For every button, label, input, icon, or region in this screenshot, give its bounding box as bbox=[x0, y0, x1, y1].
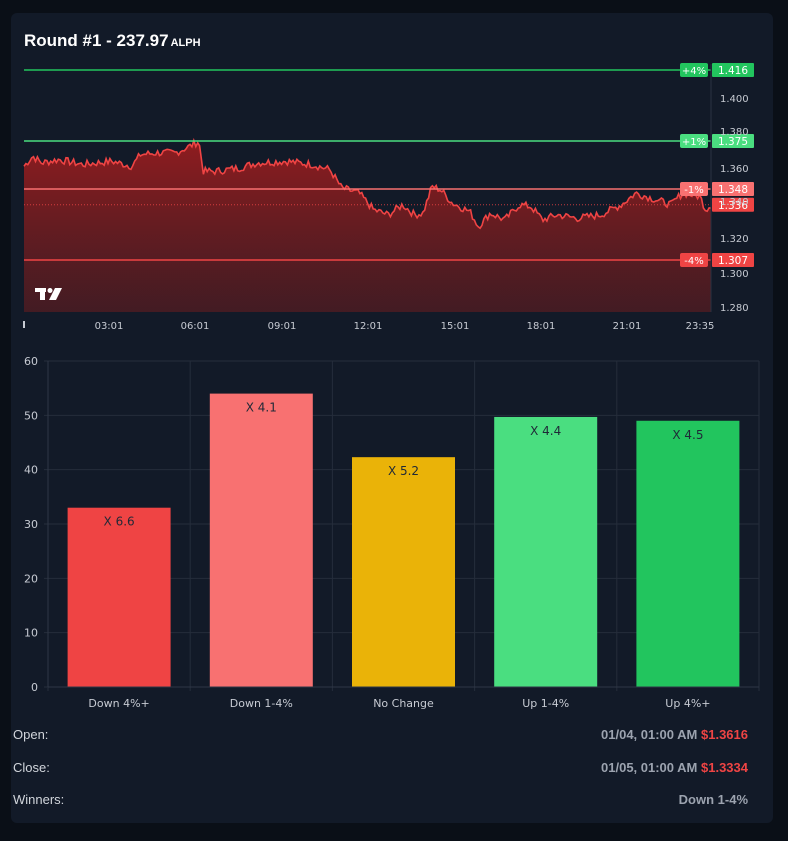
close-value: 01/05, 01:00 AM $1.3334 bbox=[601, 760, 748, 775]
bar bbox=[494, 416, 598, 687]
bar-y-tick: 20 bbox=[24, 572, 38, 585]
bar-multiplier-label: X 4.5 bbox=[672, 428, 703, 442]
bar-y-tick: 0 bbox=[31, 681, 38, 694]
level-tag-text: +1% bbox=[682, 137, 706, 148]
price-y-tick: 1.320 bbox=[720, 234, 749, 245]
price-line bbox=[23, 137, 712, 230]
round-title: Round #1 - 237.97 ALPH bbox=[24, 31, 201, 51]
open-price: $1.3616 bbox=[701, 727, 748, 742]
price-y-tick: 1.400 bbox=[720, 94, 749, 105]
level-tag-text: -1% bbox=[684, 185, 703, 196]
level-tag bbox=[680, 182, 708, 196]
bar-multiplier-label: X 4.4 bbox=[530, 424, 561, 438]
close-label: Close: bbox=[13, 760, 50, 775]
bar-y-tick: 60 bbox=[24, 355, 38, 368]
level-value-badge bbox=[712, 134, 754, 148]
bar-multiplier-label: X 5.2 bbox=[388, 464, 419, 478]
tradingview-logo-icon bbox=[35, 288, 62, 300]
level-tag bbox=[680, 134, 708, 148]
close-price: $1.3334 bbox=[701, 760, 748, 775]
bar-multiplier-label: X 4.1 bbox=[246, 401, 277, 415]
bar-category-label: Down 1-4% bbox=[230, 697, 293, 710]
bar-multiplier-label: X 6.6 bbox=[104, 515, 135, 529]
price-x-tick: 21:01 bbox=[613, 321, 642, 332]
price-area bbox=[24, 140, 711, 312]
price-y-tick: 1.340 bbox=[720, 197, 749, 208]
bar-y-tick: 50 bbox=[24, 409, 38, 422]
open-time: 01/04, 01:00 AM bbox=[601, 727, 698, 742]
current-price-badge bbox=[712, 197, 754, 212]
close-row: Close: 01/05, 01:00 AM $1.3334 bbox=[13, 760, 748, 780]
price-x-tick: 03:01 bbox=[95, 321, 124, 332]
level-value-text: 1.375 bbox=[718, 136, 748, 148]
price-y-tick: 1.360 bbox=[720, 164, 749, 175]
price-x-tick: 18:01 bbox=[527, 321, 556, 332]
bar bbox=[209, 393, 313, 687]
bar-category-label: Up 1-4% bbox=[522, 697, 569, 710]
level-tag bbox=[680, 253, 708, 267]
price-x-tick: 15:01 bbox=[441, 321, 470, 332]
price-x-tick: 12:01 bbox=[354, 321, 383, 332]
round-card: Round #1 - 237.97 ALPH bbox=[11, 13, 773, 823]
level-value-text: 1.348 bbox=[718, 184, 748, 196]
level-tag bbox=[680, 63, 708, 77]
bar-y-tick: 40 bbox=[24, 464, 38, 477]
price-x-tick: 09:01 bbox=[268, 321, 297, 332]
level-value-text: 1.416 bbox=[718, 65, 748, 77]
level-value-badge bbox=[712, 253, 754, 267]
bar-category-label: No Change bbox=[373, 697, 434, 710]
winners-row: Winners: Down 1-4% bbox=[13, 792, 748, 812]
bar-category-label: Up 4%+ bbox=[665, 697, 710, 710]
open-label: Open: bbox=[13, 727, 49, 742]
bar-category-label: Down 4%+ bbox=[88, 697, 149, 710]
bar-y-tick: 30 bbox=[24, 518, 38, 531]
open-row: Open: 01/04, 01:00 AM $1.3616 bbox=[13, 727, 748, 747]
price-y-tick: 1.280 bbox=[720, 303, 749, 314]
bar-chart: X 6.6 X 4.1 X 5.2 X 4.4 X 4.5 0 10 20 30 40 50 60 D… bbox=[24, 355, 760, 710]
price-y-tick: 1.380 bbox=[720, 127, 749, 138]
level-value-text: 1.307 bbox=[718, 255, 748, 267]
price-y-tick: 1.300 bbox=[720, 269, 749, 280]
level-value-badge bbox=[712, 63, 754, 77]
price-x-tick: 23:35 bbox=[686, 321, 715, 332]
bar bbox=[636, 420, 740, 687]
open-value: 01/04, 01:00 AM $1.3616 bbox=[601, 727, 748, 742]
round-title-unit: ALPH bbox=[170, 37, 201, 49]
current-price-text: 1.336 bbox=[718, 200, 748, 212]
level-tag-text: -4% bbox=[684, 256, 703, 267]
bar-y-tick: 10 bbox=[24, 627, 38, 640]
winners-label: Winners: bbox=[13, 792, 65, 807]
level-tag-text: +4% bbox=[682, 66, 706, 77]
winners-value: Down 1-4% bbox=[678, 792, 748, 807]
bar bbox=[67, 507, 171, 687]
round-title-main: Round #1 - 237.97 bbox=[24, 31, 169, 50]
bar bbox=[352, 457, 455, 687]
close-time: 01/05, 01:00 AM bbox=[601, 760, 698, 775]
price-x-tick: 06:01 bbox=[181, 321, 210, 332]
level-value-badge bbox=[712, 182, 754, 196]
price-chart[interactable]: +4% 1.416 +1% 1.375 -1% 1.348 -4% 1.307 1.336 1.… bbox=[0, 0, 788, 340]
